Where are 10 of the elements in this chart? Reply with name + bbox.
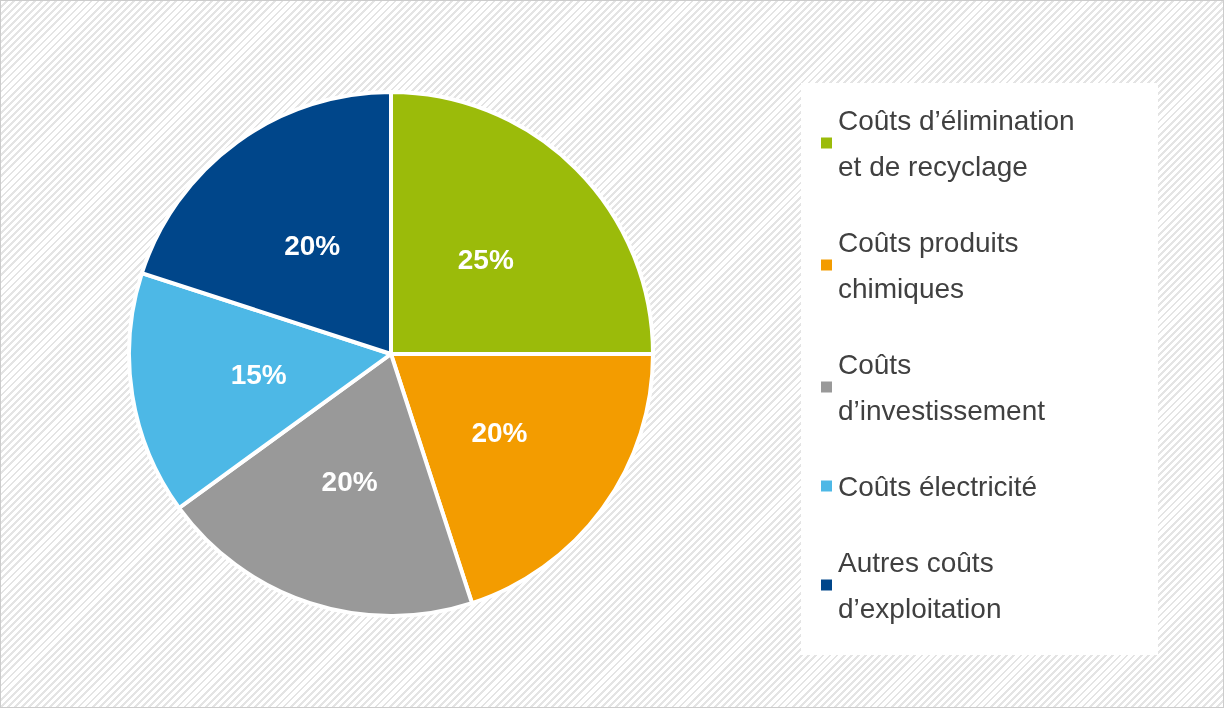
legend-label: Coûts produits chimiques [838, 226, 1027, 304]
legend-label: Autres coûts d’exploitation [838, 546, 1002, 624]
data-label: 20% [321, 465, 378, 497]
legend-label: Coûts d’élimination et de recyclage [838, 104, 1083, 182]
legend-label: Coûts électricité [838, 470, 1038, 502]
data-label: 20% [471, 417, 528, 449]
data-label: 20% [284, 230, 341, 262]
legend-label: Coûts d’investissement [838, 348, 1046, 426]
data-label: 25% [457, 243, 514, 275]
data-label: 15% [230, 359, 287, 391]
